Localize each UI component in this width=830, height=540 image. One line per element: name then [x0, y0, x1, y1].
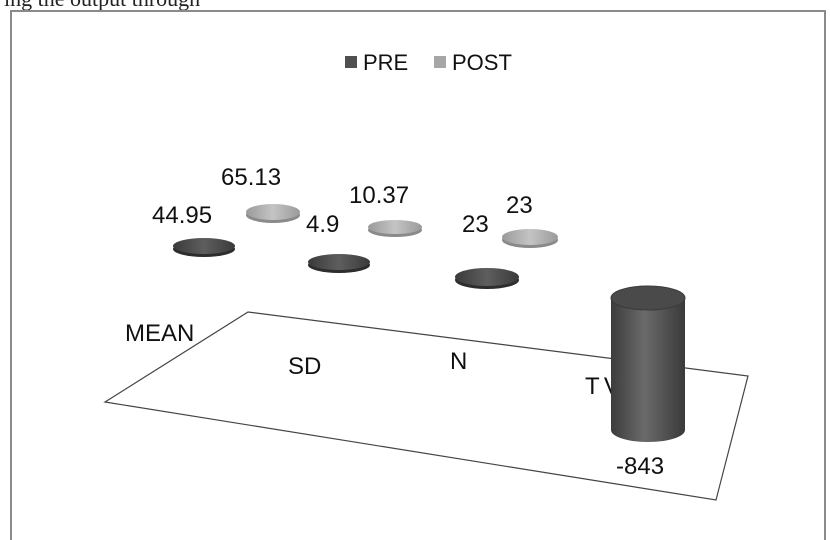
category-label-sd: SD — [288, 353, 321, 380]
bar-sd-post — [368, 220, 422, 234]
legend-label-pre: PRE — [363, 50, 408, 75]
bar-n-pre — [455, 268, 519, 286]
bar-mean-post — [246, 204, 300, 220]
data-label-sd-post: 10.37 — [349, 182, 409, 209]
bar-t-value-pre — [611, 298, 685, 442]
category-label-n: N — [450, 348, 467, 375]
chart-floor-plane — [103, 311, 749, 501]
data-label-mean-pre: 44.95 — [152, 202, 212, 229]
data-label-t-value-pre: -843 — [616, 453, 664, 480]
page-caption-fragment: ing the output through — [4, 0, 200, 12]
bar-mean-pre — [173, 238, 235, 254]
data-label-n-pre: 23 — [462, 211, 489, 238]
chart-frame — [10, 10, 826, 540]
data-label-sd-pre: 4.9 — [306, 211, 339, 238]
data-label-n-post: 23 — [506, 192, 533, 219]
legend-swatch-pre — [345, 56, 357, 68]
bar-n-post — [502, 229, 558, 245]
bar-t-value-pre-top — [610, 285, 686, 311]
bar-sd-pre — [308, 254, 370, 270]
legend-swatch-post — [434, 56, 446, 68]
data-label-mean-post: 65.13 — [221, 164, 281, 191]
legend-label-post: POST — [452, 50, 512, 75]
category-label-mean: MEAN — [125, 320, 194, 347]
legend: PRE POST — [345, 50, 512, 75]
